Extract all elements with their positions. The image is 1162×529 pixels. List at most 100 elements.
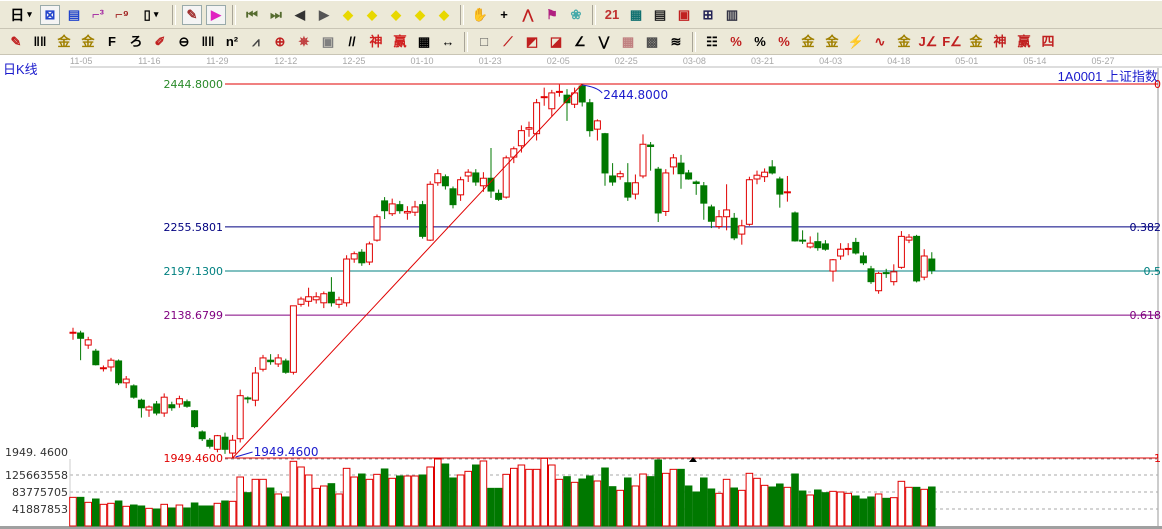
shen-button[interactable]: 神 xyxy=(366,32,386,52)
grid-2-button[interactable]: ▩ xyxy=(642,32,662,52)
volume-bar xyxy=(859,498,868,527)
calculator-button[interactable]: ▦ xyxy=(626,5,646,25)
stepped-chart-3-icon: ⌐³ xyxy=(92,7,104,22)
box-target-button[interactable]: ▣ xyxy=(318,32,338,52)
gold-coin-button[interactable]: 金 xyxy=(798,32,818,52)
parallel-lines-button[interactable]: ‖‖ xyxy=(30,32,50,52)
percent-button[interactable]: % xyxy=(750,32,770,52)
move-right-button[interactable]: ◆ xyxy=(362,5,382,25)
candle-body xyxy=(457,179,465,196)
pencil-button[interactable]: ✎ xyxy=(6,32,26,52)
gold-line-2-button[interactable]: 金 xyxy=(78,32,98,52)
candle-body xyxy=(320,293,328,304)
gold-angle-button[interactable]: 金 xyxy=(966,32,986,52)
angle-button[interactable]: ⩘ xyxy=(246,32,266,52)
f-line-button[interactable]: F xyxy=(102,32,122,52)
horizontal-scrollbar[interactable] xyxy=(0,526,1162,529)
zoom-fit-button[interactable]: ◆ xyxy=(434,5,454,25)
shirt-button[interactable]: ⚑ xyxy=(542,5,562,25)
save-icon: ▣ xyxy=(677,7,691,22)
volume-bar xyxy=(798,490,807,527)
first-page-button[interactable]: ⏮ xyxy=(242,5,262,25)
percent-lines-button[interactable]: % xyxy=(774,32,794,52)
calendar-icon: 21 xyxy=(604,7,620,22)
volume-bar xyxy=(852,495,860,527)
expand-button[interactable]: ◆ xyxy=(386,5,406,25)
gold-line-button[interactable]: 金 xyxy=(54,32,74,52)
star-target-button[interactable]: ✵ xyxy=(294,32,314,52)
save-button[interactable]: ▣ xyxy=(674,5,694,25)
volume-bar xyxy=(122,505,131,527)
grid-button[interactable]: ▦ xyxy=(618,32,638,52)
rectangle-button[interactable]: □ xyxy=(474,32,494,52)
si-angle-button[interactable]: 四 xyxy=(1038,32,1058,52)
computer-icon: ▥ xyxy=(725,7,739,22)
period-selector[interactable]: 日 ▾ xyxy=(6,5,36,25)
candle-type-selector-icon: ▯ xyxy=(143,7,151,22)
flag-button[interactable]: ▶ xyxy=(206,4,226,25)
grid-lines-button[interactable]: ‖‖ xyxy=(198,32,218,52)
circle-ruler-button[interactable]: ⊖ xyxy=(174,32,194,52)
candle-body xyxy=(723,209,731,218)
width-button[interactable]: ↔ xyxy=(438,32,458,52)
table-button[interactable]: ☷ xyxy=(702,32,722,52)
wave-button[interactable]: ⋁ xyxy=(594,32,614,52)
f-angle-button[interactable]: F∠ xyxy=(942,32,962,52)
candle-body xyxy=(464,171,472,177)
fan-box-2-button[interactable]: ◪ xyxy=(546,32,566,52)
fan-button[interactable]: ⟋ xyxy=(498,32,518,52)
numbered-grid-button[interactable]: ▦ xyxy=(414,32,434,52)
candle-type-selector[interactable]: ▯ ▾ xyxy=(136,5,166,25)
volume-bar xyxy=(373,473,381,527)
stripes-button[interactable]: ≋ xyxy=(666,32,686,52)
volume-bar xyxy=(479,460,488,527)
chart-layout-button[interactable]: ⊠ xyxy=(40,4,60,25)
hand-button[interactable]: ✋ xyxy=(470,5,490,25)
candle-body xyxy=(844,247,852,250)
network-button[interactable]: ⊞ xyxy=(698,5,718,25)
draw-tool-button[interactable]: ✎ xyxy=(182,4,202,25)
volume-bar xyxy=(525,468,533,527)
line-point-button[interactable]: ⋀ xyxy=(518,5,538,25)
spiral-button[interactable]: ろ xyxy=(126,32,146,52)
shen-angle-button[interactable]: 神 xyxy=(990,32,1010,52)
notes-button[interactable]: ▤ xyxy=(650,5,670,25)
volume-bar xyxy=(472,464,480,527)
fan-box-button[interactable]: ◩ xyxy=(522,32,542,52)
shrink-button[interactable]: ◆ xyxy=(410,5,430,25)
candle-body xyxy=(692,181,700,185)
sine-button[interactable]: ∿ xyxy=(870,32,890,52)
percent-line-button[interactable]: % xyxy=(726,32,746,52)
candle-body xyxy=(77,332,85,339)
ruler-pencil-button[interactable]: ✐ xyxy=(150,32,170,52)
ying-angle-button[interactable]: 赢 xyxy=(1014,32,1034,52)
gold-box-button[interactable]: 金 xyxy=(894,32,914,52)
candle-body xyxy=(92,350,100,366)
volume-bar xyxy=(912,486,921,527)
volume-bar xyxy=(844,492,853,527)
scroll-left-button[interactable]: ◀ xyxy=(290,5,310,25)
computer-button[interactable]: ▥ xyxy=(722,5,742,25)
candle-body xyxy=(441,176,449,187)
n-squared-button[interactable]: n² xyxy=(222,32,242,52)
crosshair-button[interactable]: + xyxy=(494,5,514,25)
target-button[interactable]: ⊕ xyxy=(270,32,290,52)
last-page-button[interactable]: ⏭ xyxy=(266,5,286,25)
gold-lines-button[interactable]: 金 xyxy=(822,32,842,52)
j-angle-button[interactable]: J∠ xyxy=(918,32,938,52)
slash-lines-button[interactable]: // xyxy=(342,32,362,52)
pattern-button[interactable]: ❀ xyxy=(566,5,586,25)
scroll-right-button[interactable]: ▶ xyxy=(314,5,334,25)
document-button[interactable]: ▤ xyxy=(64,5,84,25)
volume-bar xyxy=(578,478,587,527)
stepped-chart-9-button[interactable]: ⌐⁹ xyxy=(112,5,132,25)
move-left-button[interactable]: ◆ xyxy=(338,5,358,25)
ying-button[interactable]: 赢 xyxy=(390,32,410,52)
rocket-button[interactable]: ⚡ xyxy=(846,32,866,52)
calendar-button[interactable]: 21 xyxy=(602,5,622,25)
candle-body xyxy=(297,298,305,305)
candle-body xyxy=(479,177,487,187)
angle-lines-button[interactable]: ∠ xyxy=(570,32,590,52)
stepped-chart-3-button[interactable]: ⌐³ xyxy=(88,5,108,25)
